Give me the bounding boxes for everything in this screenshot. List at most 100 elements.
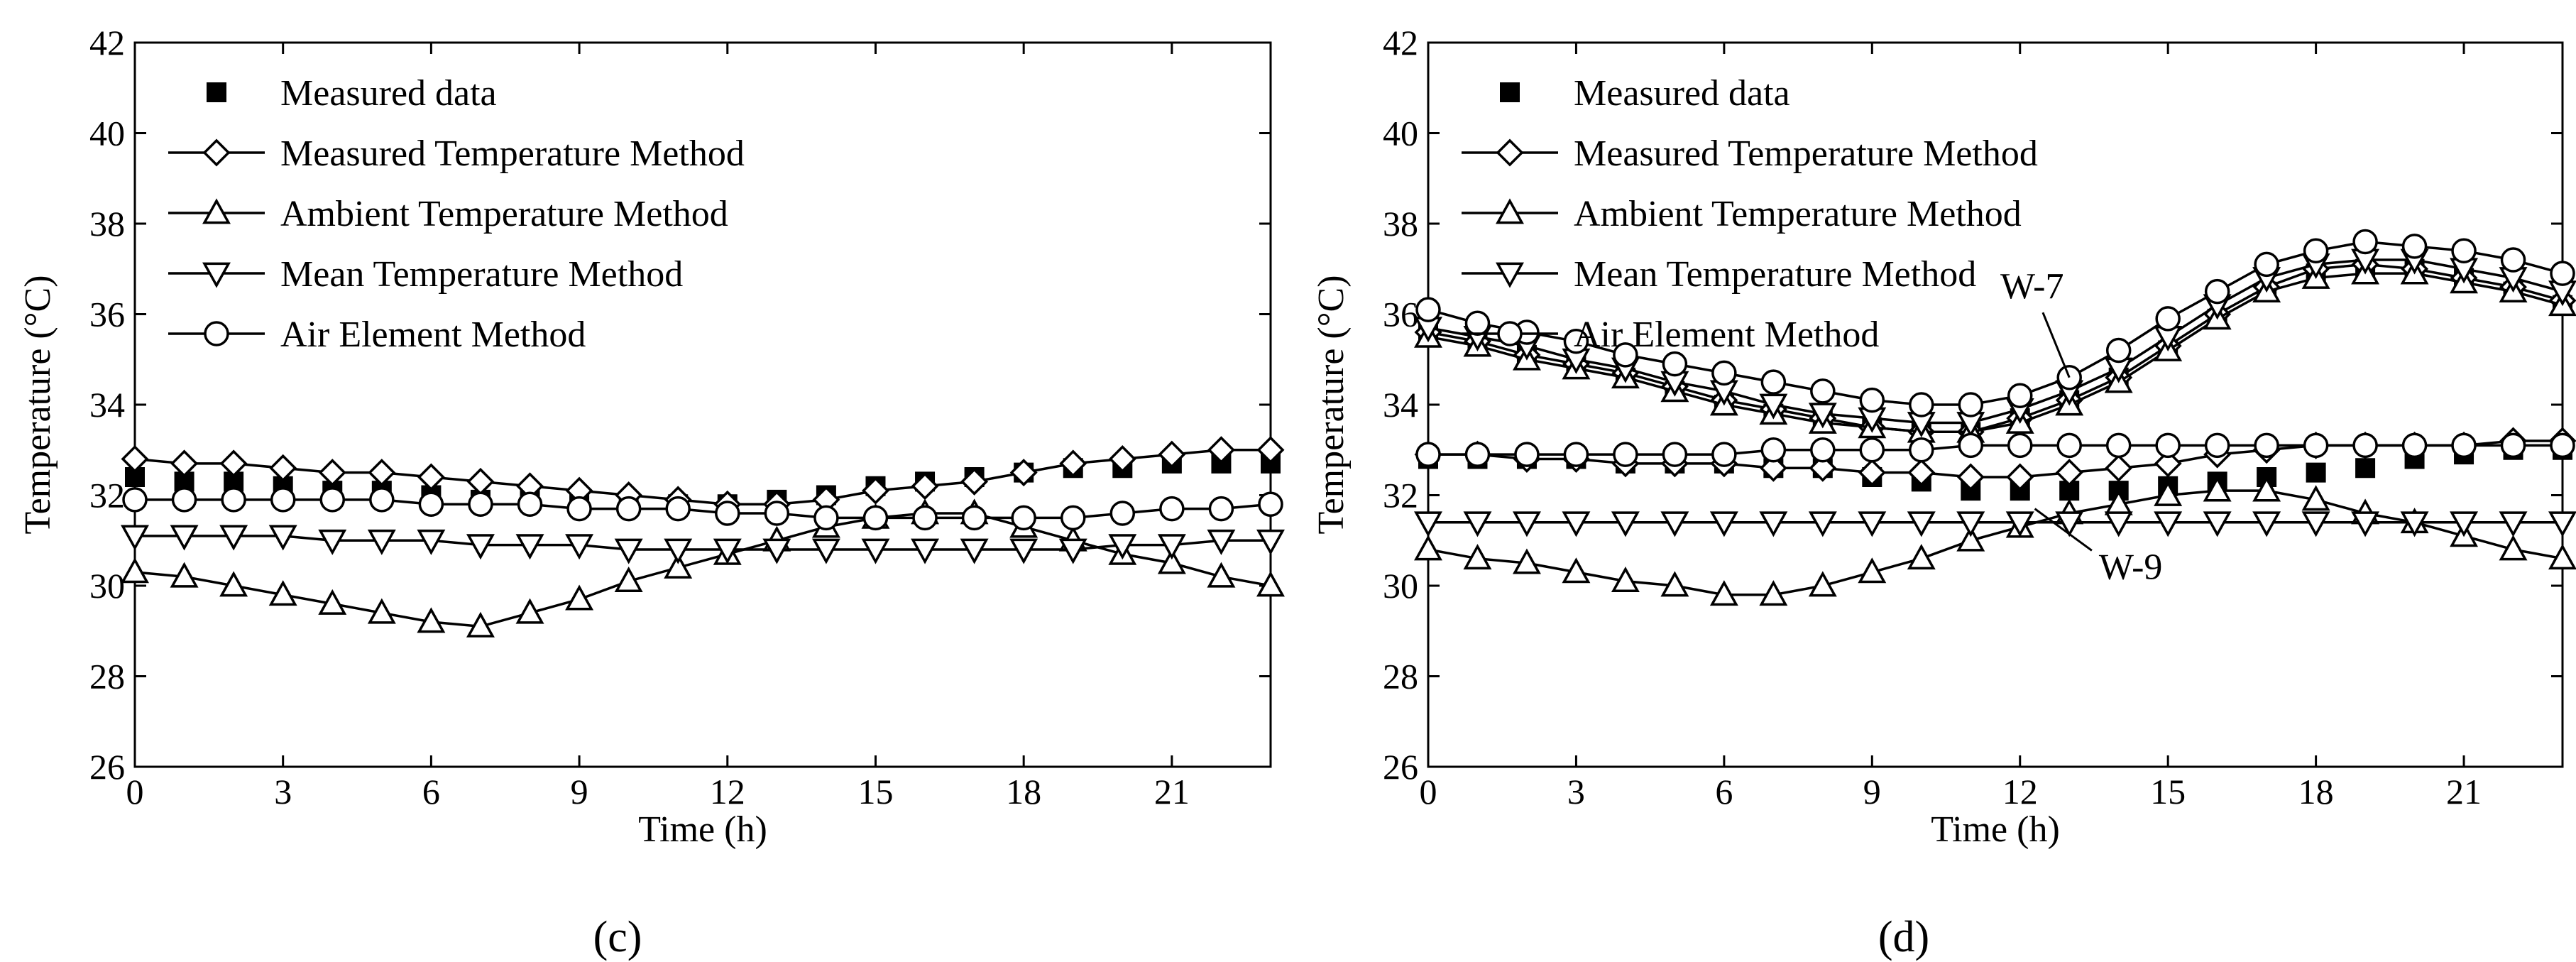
data-point (1207, 562, 1236, 588)
data-point (270, 487, 296, 513)
data-point (468, 491, 493, 517)
data-point (1809, 454, 1837, 482)
data-point (1562, 557, 1591, 584)
data-point (862, 505, 889, 531)
x-tick-label: 9 (1863, 772, 1881, 811)
data-point (1858, 459, 1886, 487)
data-point (960, 467, 989, 496)
data-point (1464, 442, 1491, 467)
data-point (1958, 392, 1984, 417)
data-point (418, 491, 444, 517)
data-point (1256, 571, 1285, 597)
data-point (2451, 238, 2477, 263)
y-tick-label: 40 (89, 114, 125, 153)
data-point (1662, 351, 1688, 377)
data-point (2548, 511, 2576, 537)
annotation-arrow (2041, 312, 2071, 378)
data-point (565, 534, 594, 560)
annotation-w-7: W-7 (2000, 266, 2071, 378)
legend-marker (202, 262, 231, 288)
data-point (1759, 511, 1788, 537)
data-point (1108, 445, 1136, 473)
data-point (2252, 476, 2281, 502)
y-tick-label: 34 (1383, 385, 1418, 425)
data-point (1662, 442, 1688, 467)
y-tick-label: 26 (1383, 747, 1418, 787)
y-axis-label: Temperature (°C) (1311, 275, 1352, 534)
data-point (121, 445, 149, 473)
data-point (417, 463, 445, 491)
annotation-w-9: W-9 (2034, 508, 2162, 587)
data-point (2306, 462, 2326, 483)
x-tick-label: 6 (422, 772, 440, 811)
data-point (1256, 436, 1285, 464)
legend-entry: Mean Temperature Method (1462, 254, 1976, 295)
data-point (665, 496, 691, 522)
legend-label: Ambient Temperature Method (280, 194, 728, 234)
data-point (417, 529, 446, 555)
data-point (2352, 432, 2378, 459)
series-mean-temperature-method-w-7 (1414, 248, 2576, 438)
data-point (466, 611, 495, 638)
data-point (1907, 511, 1936, 537)
data-point (2203, 476, 2232, 502)
data-point (1414, 511, 1442, 537)
legend-label: Measured Temperature Method (1574, 133, 2038, 174)
data-point (2401, 234, 2428, 259)
data-point (1256, 529, 1285, 555)
legend-marker (1497, 321, 1523, 346)
data-point (2254, 251, 2279, 278)
data-point (1909, 392, 1934, 417)
series-line (1427, 489, 2563, 596)
series-line (135, 535, 1271, 551)
x-tick-label: 12 (710, 772, 745, 811)
data-point (2303, 238, 2329, 263)
data-point (2400, 511, 2429, 537)
data-point (1660, 571, 1689, 597)
data-point (1956, 511, 1985, 537)
data-point (1109, 501, 1136, 526)
data-point (1562, 511, 1591, 537)
data-point (1463, 544, 1492, 570)
series-ambient-temperature-method (121, 498, 1285, 638)
data-point (2155, 432, 2181, 459)
data-point (1956, 463, 1985, 491)
data-point (2254, 432, 2279, 459)
data-point (2301, 511, 2330, 537)
x-tick-label: 9 (571, 772, 588, 811)
data-point (2006, 463, 2034, 491)
x-tick-label: 15 (2150, 772, 2186, 811)
series-air-element-method-w-7 (1415, 229, 2575, 417)
data-point (1611, 567, 1640, 592)
data-point (2355, 458, 2376, 479)
data-point (2499, 535, 2528, 561)
data-point (1611, 511, 1640, 537)
series-measured-temperature-method-w-9 (1414, 427, 2576, 491)
legend-label: Air Element Method (1574, 315, 1879, 355)
legend-entry: Ambient Temperature Method (168, 194, 728, 234)
data-point (318, 459, 346, 487)
y-tick-label: 32 (1383, 476, 1418, 515)
data-point (1514, 442, 1540, 467)
data-point (466, 534, 495, 560)
legend-label: Mean Temperature Method (1574, 254, 1976, 295)
data-point (1009, 459, 1038, 487)
data-point (1415, 297, 1441, 322)
data-point (1760, 369, 1787, 395)
x-tick-label: 6 (1715, 772, 1733, 811)
data-point (219, 449, 248, 478)
data-point (2550, 432, 2575, 459)
data-point (2055, 459, 2083, 487)
data-point (911, 472, 939, 501)
data-point (1759, 580, 1788, 606)
data-point (1808, 403, 1837, 429)
data-point (1512, 511, 1541, 537)
series-ambient-temperature-method-w-9 (1414, 476, 2576, 606)
data-point (1258, 491, 1283, 517)
data-point (1858, 557, 1887, 584)
legend-entry: Air Element Method (168, 315, 586, 355)
legend-entry: Measured data (1500, 73, 1790, 114)
y-tick-label: 28 (89, 657, 125, 696)
